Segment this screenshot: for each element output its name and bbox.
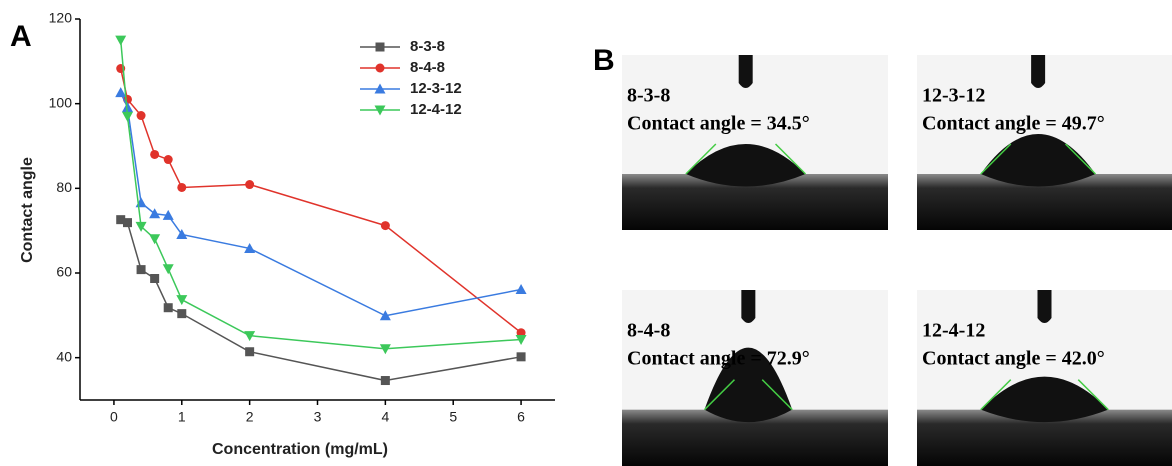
x-tick-label: 5 — [449, 409, 457, 425]
marker — [380, 221, 390, 231]
marker — [176, 228, 188, 239]
legend-label: 8-4-8 — [410, 59, 445, 76]
marker — [379, 310, 391, 321]
tangent — [703, 379, 735, 411]
contact-angle-image — [622, 290, 888, 466]
x-tick-label: 4 — [381, 409, 389, 425]
contact-angle-image — [917, 290, 1172, 466]
marker — [136, 265, 146, 275]
tangent — [761, 379, 793, 411]
y-axis-title: Contact angle — [19, 157, 36, 263]
sample-label: 8-3-8 — [627, 85, 670, 107]
marker — [162, 264, 174, 275]
marker — [374, 83, 386, 94]
marker — [244, 331, 256, 342]
marker — [149, 234, 161, 245]
marker — [516, 352, 526, 362]
tangent — [1077, 379, 1109, 411]
caption: Contact angle = 49.7° — [922, 113, 1105, 135]
marker — [516, 328, 526, 338]
needle — [1037, 290, 1052, 323]
marker — [163, 303, 173, 313]
x-tick-label: 0 — [110, 409, 118, 425]
y-tick-label: 40 — [56, 348, 72, 364]
marker — [136, 111, 146, 121]
marker — [374, 105, 386, 116]
marker — [380, 376, 390, 386]
panel-label: A — [10, 20, 32, 53]
contact-angle-image — [622, 55, 888, 230]
marker — [176, 295, 188, 306]
tangent — [1064, 143, 1097, 175]
contact-angle-image — [917, 55, 1172, 230]
legend-label: 8-3-8 — [410, 38, 445, 55]
marker — [245, 347, 255, 357]
marker — [115, 87, 127, 98]
needle — [1031, 55, 1046, 88]
droplet — [704, 347, 793, 423]
legend-label: 12-3-12 — [410, 80, 462, 97]
marker — [116, 215, 126, 225]
marker — [177, 182, 187, 192]
marker — [515, 284, 527, 295]
marker — [515, 334, 527, 345]
marker — [123, 218, 132, 228]
marker — [244, 242, 256, 253]
caption: Contact angle = 34.5° — [627, 113, 810, 135]
caption: Contact angle = 42.0° — [922, 348, 1105, 370]
x-tick-label: 1 — [178, 409, 186, 425]
tangent — [685, 143, 717, 175]
needle — [738, 55, 753, 88]
sample-label: 8-4-8 — [627, 320, 670, 342]
panel-label: B — [593, 44, 615, 77]
x-axis-title: Concentration (mg/mL) — [212, 441, 388, 458]
x-tick-label: 3 — [314, 409, 322, 425]
marker — [379, 344, 391, 355]
needle — [741, 290, 756, 323]
x-tick-label: 6 — [517, 409, 525, 425]
marker — [122, 101, 133, 112]
tangent — [980, 379, 1012, 411]
sample-label: 12-3-12 — [922, 85, 985, 107]
marker — [163, 155, 173, 165]
series-line — [120, 92, 522, 317]
y-tick-label: 100 — [49, 94, 73, 110]
y-tick-label: 60 — [56, 264, 72, 280]
droplet — [980, 134, 1096, 187]
y-tick-label: 120 — [49, 10, 73, 26]
marker — [122, 111, 133, 122]
marker — [162, 209, 174, 220]
y-tick-label: 80 — [56, 179, 72, 195]
x-tick-label: 2 — [246, 409, 254, 425]
marker — [149, 208, 161, 219]
legend-label: 12-4-12 — [410, 101, 462, 118]
droplet — [980, 376, 1109, 423]
tangent — [980, 143, 1012, 175]
caption: Contact angle = 72.9° — [627, 348, 810, 370]
tangent — [775, 143, 807, 175]
marker — [245, 180, 255, 190]
sample-label: 12-4-12 — [922, 320, 985, 342]
marker — [150, 149, 160, 159]
marker — [375, 42, 385, 52]
marker — [150, 274, 160, 284]
marker — [375, 63, 385, 73]
marker — [135, 221, 147, 232]
marker — [115, 35, 127, 46]
marker — [177, 309, 187, 319]
droplet — [685, 144, 806, 187]
